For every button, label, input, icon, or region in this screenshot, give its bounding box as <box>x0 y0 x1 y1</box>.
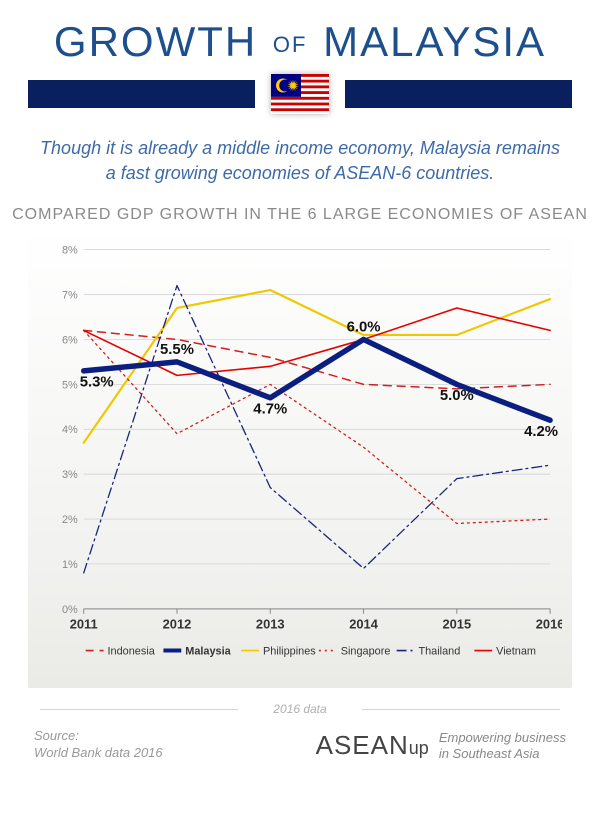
chart-title: COMPARED GDP GROWTH IN THE 6 LARGE ECONO… <box>0 200 600 228</box>
gdp-growth-chart: 0% 1% 2% 3% 4% 5% 6% 7% 8% 2011 2012 2013 2014 2015 20… <box>28 228 572 688</box>
svg-text:0%: 0% <box>62 604 78 616</box>
source-label: Source: <box>34 728 163 745</box>
brand-name: ASEANup <box>316 730 429 761</box>
data-year-note: 2016 data <box>273 702 326 716</box>
flag-malaysia <box>271 74 329 114</box>
svg-text:2015: 2015 <box>442 617 471 632</box>
svg-text:Malaysia: Malaysia <box>185 646 231 658</box>
svg-text:2012: 2012 <box>163 617 192 632</box>
svg-text:2016: 2016 <box>536 617 562 632</box>
svg-text:5%: 5% <box>62 380 78 392</box>
title-post: MALAYSIA <box>323 18 546 65</box>
svg-text:2011: 2011 <box>70 617 98 632</box>
banner-bar-left <box>28 80 255 108</box>
brand-tag2: in Southeast Asia <box>439 746 566 762</box>
svg-text:6%: 6% <box>62 335 78 347</box>
svg-text:Indonesia: Indonesia <box>108 646 156 658</box>
title-pre: GROWTH <box>54 18 257 65</box>
svg-text:Philippines: Philippines <box>263 646 316 658</box>
svg-text:5.3%: 5.3% <box>80 375 114 391</box>
source-block: Source: World Bank data 2016 <box>34 728 163 762</box>
svg-text:7%: 7% <box>62 290 78 302</box>
svg-text:2%: 2% <box>62 514 78 526</box>
svg-text:4.7%: 4.7% <box>253 402 287 418</box>
svg-text:2014: 2014 <box>349 617 379 632</box>
footer-row: Source: World Bank data 2016 ASEANup Emp… <box>0 716 600 762</box>
svg-text:5.0%: 5.0% <box>440 389 474 405</box>
flag-banner <box>0 74 600 126</box>
footer-separator: 2016 data <box>40 702 560 716</box>
svg-text:5.5%: 5.5% <box>160 342 194 358</box>
svg-text:6.0%: 6.0% <box>347 320 381 336</box>
source-text: World Bank data 2016 <box>34 745 163 762</box>
svg-text:8%: 8% <box>62 245 78 257</box>
title-of: OF <box>271 32 310 57</box>
brand-tag1: Empowering business <box>439 730 566 746</box>
svg-text:3%: 3% <box>62 469 78 481</box>
brand-main: ASEAN <box>316 730 409 760</box>
svg-text:4.2%: 4.2% <box>524 425 558 441</box>
svg-text:4%: 4% <box>62 425 78 437</box>
svg-text:Thailand: Thailand <box>418 646 460 658</box>
brand-block: ASEANup Empowering business in Southeast… <box>316 730 566 763</box>
banner-bar-right <box>345 80 572 108</box>
svg-text:1%: 1% <box>62 559 78 571</box>
brand-tagline: Empowering business in Southeast Asia <box>439 730 566 763</box>
subtitle: Though it is already a middle income eco… <box>0 126 600 200</box>
brand-suffix: up <box>409 738 429 758</box>
svg-text:Vietnam: Vietnam <box>496 646 536 658</box>
svg-text:2013: 2013 <box>256 617 285 632</box>
svg-text:Singapore: Singapore <box>341 646 391 658</box>
page-title: GROWTH OF MALAYSIA <box>0 0 600 74</box>
